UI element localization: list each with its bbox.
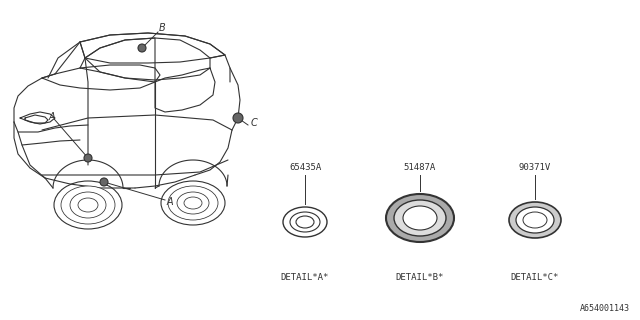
Text: DETAIL*B*: DETAIL*B* bbox=[396, 274, 444, 283]
Ellipse shape bbox=[84, 154, 92, 162]
Ellipse shape bbox=[177, 192, 209, 214]
Ellipse shape bbox=[54, 181, 122, 229]
Text: A: A bbox=[166, 197, 173, 207]
Ellipse shape bbox=[184, 197, 202, 209]
Text: 51487A: 51487A bbox=[404, 164, 436, 172]
Ellipse shape bbox=[233, 113, 243, 123]
Ellipse shape bbox=[61, 186, 115, 224]
Ellipse shape bbox=[161, 181, 225, 225]
Ellipse shape bbox=[516, 207, 554, 233]
Text: DETAIL*A*: DETAIL*A* bbox=[281, 274, 329, 283]
Ellipse shape bbox=[138, 44, 146, 52]
Text: A: A bbox=[49, 112, 55, 122]
Text: 90371V: 90371V bbox=[519, 164, 551, 172]
Ellipse shape bbox=[78, 198, 98, 212]
Text: A654001143: A654001143 bbox=[580, 304, 630, 313]
Ellipse shape bbox=[386, 194, 454, 242]
Ellipse shape bbox=[509, 202, 561, 238]
Ellipse shape bbox=[394, 200, 446, 236]
Ellipse shape bbox=[70, 192, 106, 218]
Text: C: C bbox=[251, 118, 257, 128]
Ellipse shape bbox=[100, 178, 108, 186]
Ellipse shape bbox=[168, 186, 218, 220]
Ellipse shape bbox=[523, 212, 547, 228]
Text: DETAIL*C*: DETAIL*C* bbox=[511, 274, 559, 283]
Ellipse shape bbox=[290, 212, 320, 232]
Ellipse shape bbox=[283, 207, 327, 237]
Text: B: B bbox=[159, 23, 165, 33]
Ellipse shape bbox=[296, 216, 314, 228]
Ellipse shape bbox=[403, 206, 437, 230]
Text: 65435A: 65435A bbox=[289, 164, 321, 172]
